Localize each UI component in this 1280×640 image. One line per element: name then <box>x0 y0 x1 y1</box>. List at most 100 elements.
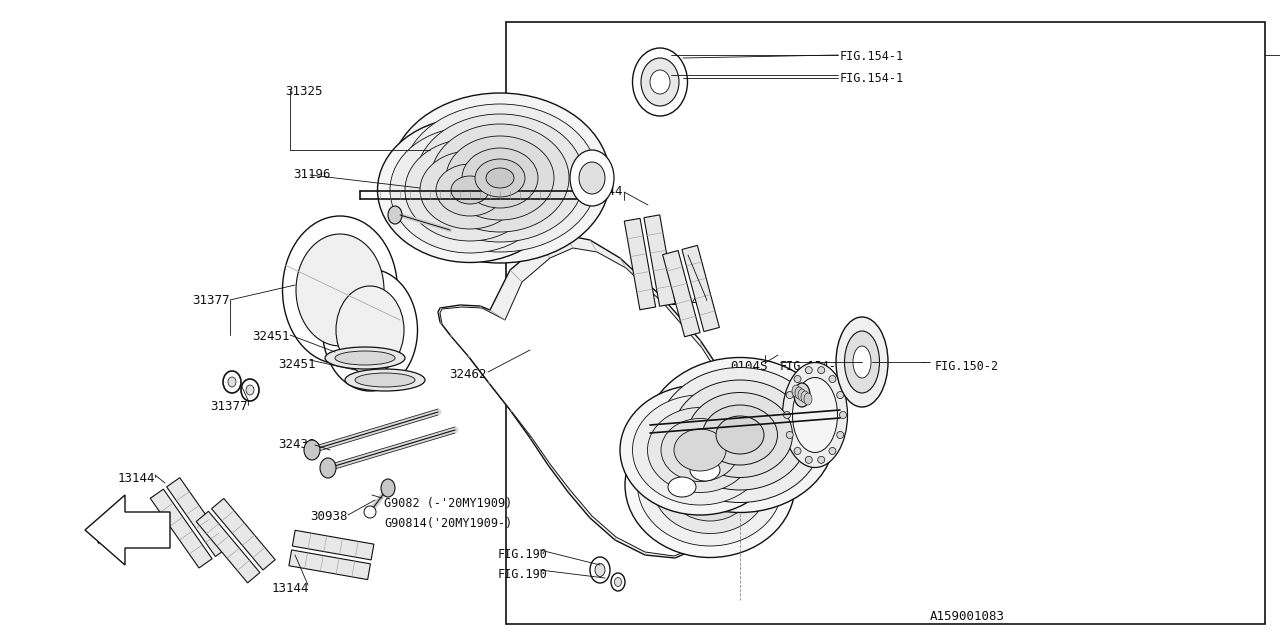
Text: 31196: 31196 <box>293 168 330 181</box>
Ellipse shape <box>668 477 696 497</box>
Ellipse shape <box>794 383 810 407</box>
Text: 32451: 32451 <box>278 358 315 371</box>
Text: FIG.190: FIG.190 <box>498 568 548 581</box>
Ellipse shape <box>637 424 782 546</box>
Ellipse shape <box>687 392 792 477</box>
Ellipse shape <box>436 164 504 216</box>
Ellipse shape <box>390 127 550 253</box>
Ellipse shape <box>355 373 415 387</box>
Ellipse shape <box>795 387 803 399</box>
Polygon shape <box>644 215 676 307</box>
Ellipse shape <box>445 136 554 220</box>
Ellipse shape <box>681 461 739 509</box>
Ellipse shape <box>335 286 404 374</box>
Text: G9082 (-'20MY1909): G9082 (-'20MY1909) <box>384 497 512 510</box>
Circle shape <box>805 367 813 374</box>
Ellipse shape <box>632 395 768 505</box>
Ellipse shape <box>305 440 320 460</box>
Ellipse shape <box>416 114 584 242</box>
Text: A159001083: A159001083 <box>931 610 1005 623</box>
Polygon shape <box>84 495 170 565</box>
Text: FIG.154-1: FIG.154-1 <box>840 72 904 85</box>
Circle shape <box>805 456 813 463</box>
Ellipse shape <box>792 385 800 397</box>
Ellipse shape <box>648 408 753 493</box>
Ellipse shape <box>404 139 535 241</box>
Text: 32462: 32462 <box>449 368 486 381</box>
Ellipse shape <box>641 58 678 106</box>
Circle shape <box>840 412 846 419</box>
Polygon shape <box>166 477 229 557</box>
Ellipse shape <box>462 148 538 208</box>
Ellipse shape <box>402 104 598 252</box>
Polygon shape <box>196 511 260 583</box>
Circle shape <box>786 392 794 399</box>
Ellipse shape <box>241 379 259 401</box>
Ellipse shape <box>611 573 625 591</box>
Circle shape <box>829 447 836 454</box>
Text: 13144: 13144 <box>118 472 155 485</box>
Ellipse shape <box>296 234 384 346</box>
Ellipse shape <box>653 436 768 534</box>
Ellipse shape <box>283 216 398 364</box>
Ellipse shape <box>660 419 739 481</box>
Text: 31377: 31377 <box>192 294 229 307</box>
Circle shape <box>794 376 801 383</box>
Circle shape <box>818 456 824 463</box>
Ellipse shape <box>335 351 396 365</box>
Ellipse shape <box>690 459 719 481</box>
Text: 32438: 32438 <box>278 438 315 451</box>
Text: FIG.154-1: FIG.154-1 <box>840 50 904 63</box>
Text: G90814('20MY1909-): G90814('20MY1909-) <box>384 517 512 530</box>
Ellipse shape <box>346 369 425 391</box>
Ellipse shape <box>658 367 823 502</box>
Circle shape <box>818 367 824 374</box>
Circle shape <box>364 506 376 518</box>
Ellipse shape <box>451 176 489 204</box>
Text: FIG.190: FIG.190 <box>498 548 548 561</box>
Circle shape <box>837 392 844 399</box>
Text: 31377: 31377 <box>210 400 247 413</box>
Ellipse shape <box>325 347 404 369</box>
Ellipse shape <box>797 389 806 401</box>
Ellipse shape <box>486 168 515 188</box>
Circle shape <box>829 376 836 383</box>
Text: 31325: 31325 <box>285 85 323 98</box>
Polygon shape <box>625 218 655 310</box>
Text: ←FRONT: ←FRONT <box>97 536 140 548</box>
Ellipse shape <box>475 159 525 197</box>
Ellipse shape <box>632 48 687 116</box>
Ellipse shape <box>323 269 417 391</box>
Ellipse shape <box>703 405 777 465</box>
Ellipse shape <box>320 458 335 478</box>
Ellipse shape <box>716 416 764 454</box>
Text: 13144: 13144 <box>669 295 708 308</box>
Ellipse shape <box>675 429 726 471</box>
Ellipse shape <box>228 377 236 387</box>
Ellipse shape <box>836 317 888 407</box>
Ellipse shape <box>782 362 847 467</box>
Text: 13144: 13144 <box>273 582 310 595</box>
Polygon shape <box>211 499 275 570</box>
Ellipse shape <box>378 118 562 262</box>
Ellipse shape <box>667 449 753 521</box>
Ellipse shape <box>804 393 812 405</box>
Ellipse shape <box>388 206 402 224</box>
Ellipse shape <box>590 557 611 583</box>
Ellipse shape <box>223 371 241 393</box>
Ellipse shape <box>650 70 669 94</box>
Polygon shape <box>289 550 370 580</box>
Circle shape <box>837 431 844 438</box>
Text: 30938: 30938 <box>310 510 347 523</box>
Ellipse shape <box>845 331 879 393</box>
Ellipse shape <box>420 151 520 229</box>
Ellipse shape <box>692 471 727 499</box>
Polygon shape <box>150 489 212 568</box>
Text: FIG.150-2: FIG.150-2 <box>934 360 1000 373</box>
Ellipse shape <box>595 563 605 577</box>
Polygon shape <box>438 235 748 558</box>
Ellipse shape <box>381 479 396 497</box>
Bar <box>506 22 1265 624</box>
Ellipse shape <box>570 150 614 206</box>
Polygon shape <box>682 245 719 332</box>
